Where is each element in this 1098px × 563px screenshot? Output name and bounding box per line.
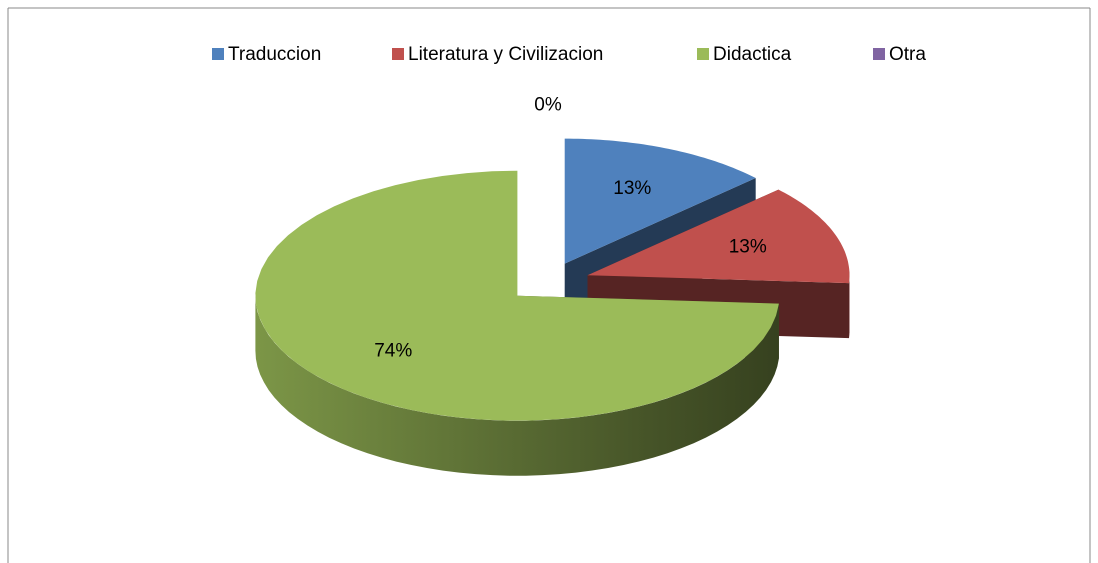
legend-swatch <box>873 48 885 60</box>
legend-label: Traduccion <box>228 44 321 65</box>
slice <box>587 189 850 284</box>
legend-label: Literatura y Civilizacion <box>408 44 603 65</box>
legend-label: Otra <box>889 44 926 65</box>
legend-swatch <box>697 48 709 60</box>
slice-side <box>255 295 779 476</box>
legend-label: Didactica <box>713 44 792 65</box>
data-label: 13% <box>729 237 767 258</box>
legend-swatch <box>212 48 224 60</box>
legend-swatch <box>392 48 404 60</box>
data-label: 13% <box>613 178 651 199</box>
slice-side <box>849 275 850 339</box>
data-label: 0% <box>534 95 562 116</box>
data-label: 74% <box>374 340 412 361</box>
slice <box>564 138 756 264</box>
slice <box>255 170 779 421</box>
